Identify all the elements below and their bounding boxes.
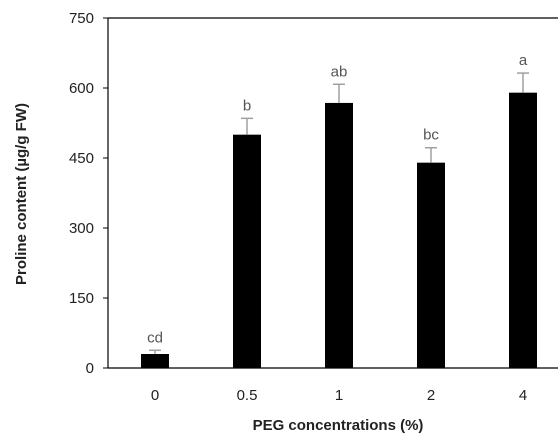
y-tick-label: 450	[69, 150, 94, 167]
x-tick-label: 1	[335, 387, 343, 404]
y-tick-label: 300	[69, 220, 94, 237]
bar	[509, 92, 537, 369]
y-axis-title: Proline content (µg/g FW)	[13, 103, 30, 285]
x-tick-label: 2	[427, 387, 435, 404]
significance-label: b	[243, 97, 251, 114]
significance-label: a	[519, 52, 528, 69]
significance-label: cd	[147, 329, 163, 346]
significance-label: ab	[331, 63, 348, 80]
bar	[325, 102, 353, 368]
y-ticks: 0 150 300 450 600 750	[69, 10, 108, 377]
bar	[233, 134, 261, 368]
bars: cd b ab bc a	[141, 52, 537, 369]
y-tick-label: 600	[69, 80, 94, 97]
y-tick-label: 750	[69, 10, 94, 27]
x-axis-title: PEG concentrations (%)	[253, 417, 424, 434]
y-tick-label: 150	[69, 290, 94, 307]
x-tick-label: 0	[151, 387, 159, 404]
bar	[141, 354, 169, 368]
significance-label: bc	[423, 127, 439, 144]
y-tick-label: 0	[86, 360, 94, 377]
plot-area: 0 150 300 450 600 750 0 0.5 1 2 4 cd b ab bc a	[69, 10, 558, 404]
x-tick-label: 4	[519, 387, 527, 404]
x-tick-label: 0.5	[237, 387, 258, 404]
x-ticks: 0 0.5 1 2 4	[151, 387, 527, 404]
bar	[417, 162, 445, 368]
